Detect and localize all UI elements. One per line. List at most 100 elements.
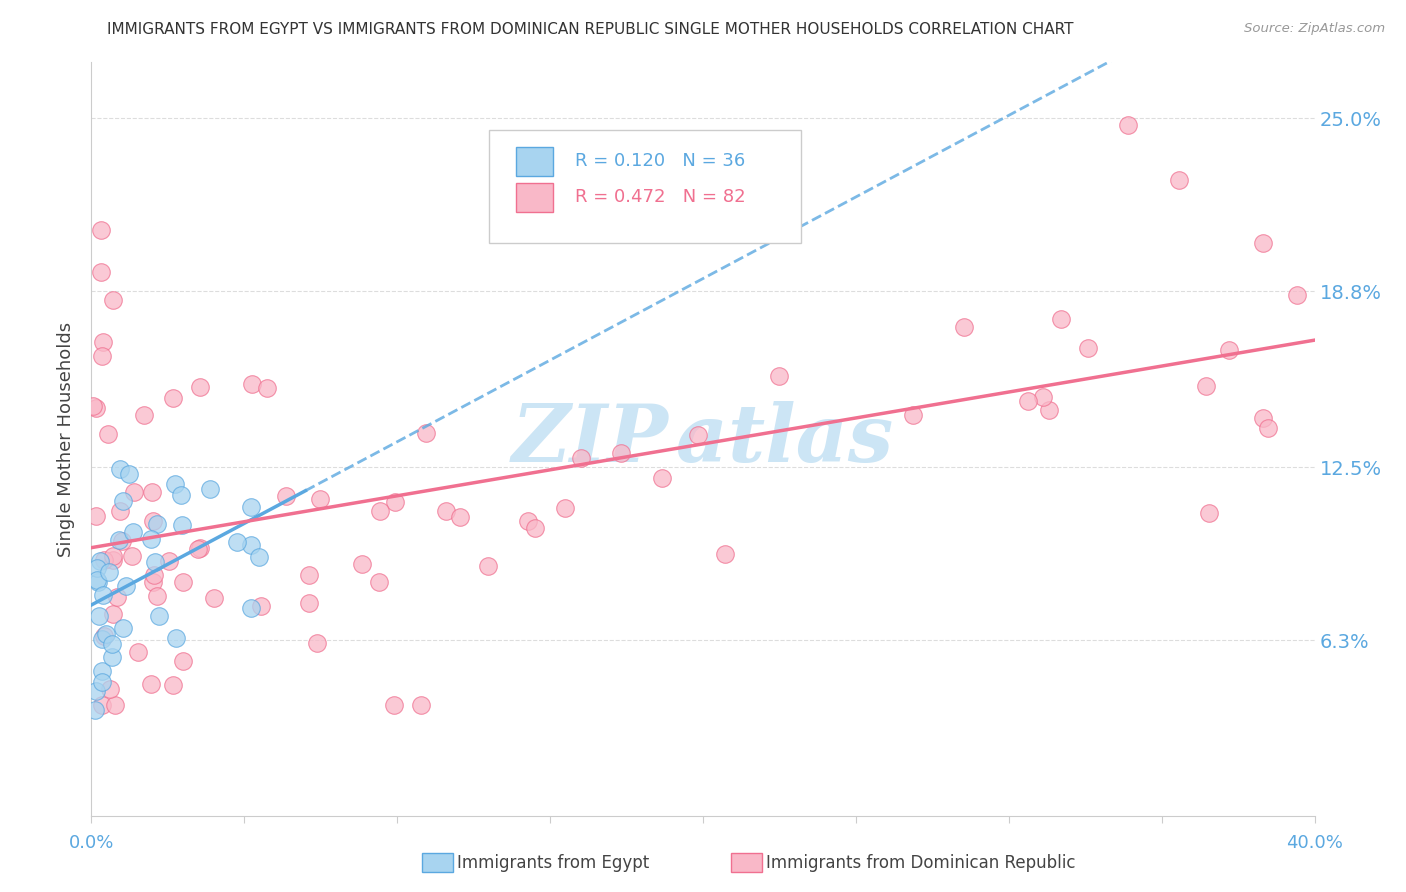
Text: Immigrants from Egypt: Immigrants from Egypt (457, 854, 650, 871)
Point (1253, 411, 1275, 425)
Point (1167, 173, 1189, 187)
Point (714, 547, 737, 561)
Point (157, 554, 180, 568)
Point (172, 575, 194, 590)
Point (127, 645, 149, 659)
Point (91, 349, 114, 363)
Point (111, 534, 134, 549)
Point (139, 677, 162, 691)
Point (368, 503, 391, 517)
Point (148, 608, 170, 623)
Point (162, 391, 184, 405)
Point (93, 553, 115, 567)
Point (146, 589, 169, 603)
Point (240, 538, 263, 552)
Point (97, 565, 120, 579)
Point (170, 487, 193, 501)
Point (554, 501, 576, 516)
Point (298, 596, 321, 610)
Point (143, 555, 166, 569)
Point (240, 500, 263, 514)
Point (84, 401, 107, 416)
Point (146, 516, 169, 531)
Point (163, 476, 186, 491)
Point (101, 649, 124, 664)
Point (187, 542, 209, 557)
Point (1032, 390, 1054, 404)
Point (477, 559, 499, 574)
Point (101, 607, 124, 622)
Point (165, 631, 187, 645)
Point (142, 515, 165, 529)
Point (1194, 379, 1216, 393)
Point (90, 674, 112, 689)
Point (87, 608, 110, 623)
Point (1017, 394, 1039, 409)
Point (90, 223, 112, 237)
Point (91, 334, 114, 349)
Point (170, 517, 193, 532)
Point (108, 462, 131, 476)
Point (686, 428, 709, 442)
Point (309, 491, 332, 506)
Point (84, 683, 107, 698)
Point (1286, 288, 1309, 302)
Point (610, 446, 633, 460)
Text: 40.0%: 40.0% (1286, 834, 1343, 852)
Point (132, 408, 155, 422)
Point (202, 591, 225, 605)
Point (121, 524, 143, 539)
Point (436, 504, 458, 518)
Point (274, 489, 297, 503)
Point (449, 510, 471, 524)
Point (250, 599, 273, 614)
Point (298, 568, 321, 582)
Text: 0.0%: 0.0% (69, 834, 114, 852)
Bar (516, 183, 553, 211)
Point (87, 575, 110, 590)
Point (411, 698, 433, 712)
Point (98, 682, 121, 697)
Point (172, 654, 194, 668)
Point (953, 319, 976, 334)
Point (141, 485, 163, 500)
Point (90, 265, 112, 279)
Point (1257, 420, 1279, 434)
Point (307, 636, 329, 650)
Point (115, 579, 138, 593)
Point (768, 369, 790, 384)
Bar (516, 147, 553, 176)
Point (86, 573, 108, 587)
Point (143, 567, 166, 582)
Point (651, 471, 673, 485)
Point (190, 541, 212, 556)
Point (1218, 343, 1240, 357)
Point (198, 483, 221, 497)
Point (247, 549, 270, 564)
Point (415, 426, 437, 441)
Point (1253, 236, 1275, 251)
Point (524, 521, 547, 535)
Point (108, 504, 131, 518)
Point (122, 484, 145, 499)
Point (105, 591, 128, 605)
Text: Source: ZipAtlas.com: Source: ZipAtlas.com (1244, 22, 1385, 36)
Point (225, 535, 247, 549)
Point (86, 560, 108, 574)
Point (141, 533, 163, 547)
Point (111, 622, 134, 636)
Point (101, 553, 124, 567)
Point (240, 376, 263, 391)
Point (142, 575, 165, 590)
Point (239, 600, 262, 615)
Point (569, 451, 592, 466)
Point (93, 629, 115, 643)
Text: R = 0.472   N = 82: R = 0.472 N = 82 (575, 188, 745, 206)
Point (1050, 312, 1073, 326)
Point (91, 698, 114, 712)
Text: Immigrants from Dominican Republic: Immigrants from Dominican Republic (766, 854, 1076, 871)
Point (83, 703, 105, 717)
Point (1198, 506, 1220, 520)
Point (89, 554, 111, 568)
Point (82, 399, 104, 413)
